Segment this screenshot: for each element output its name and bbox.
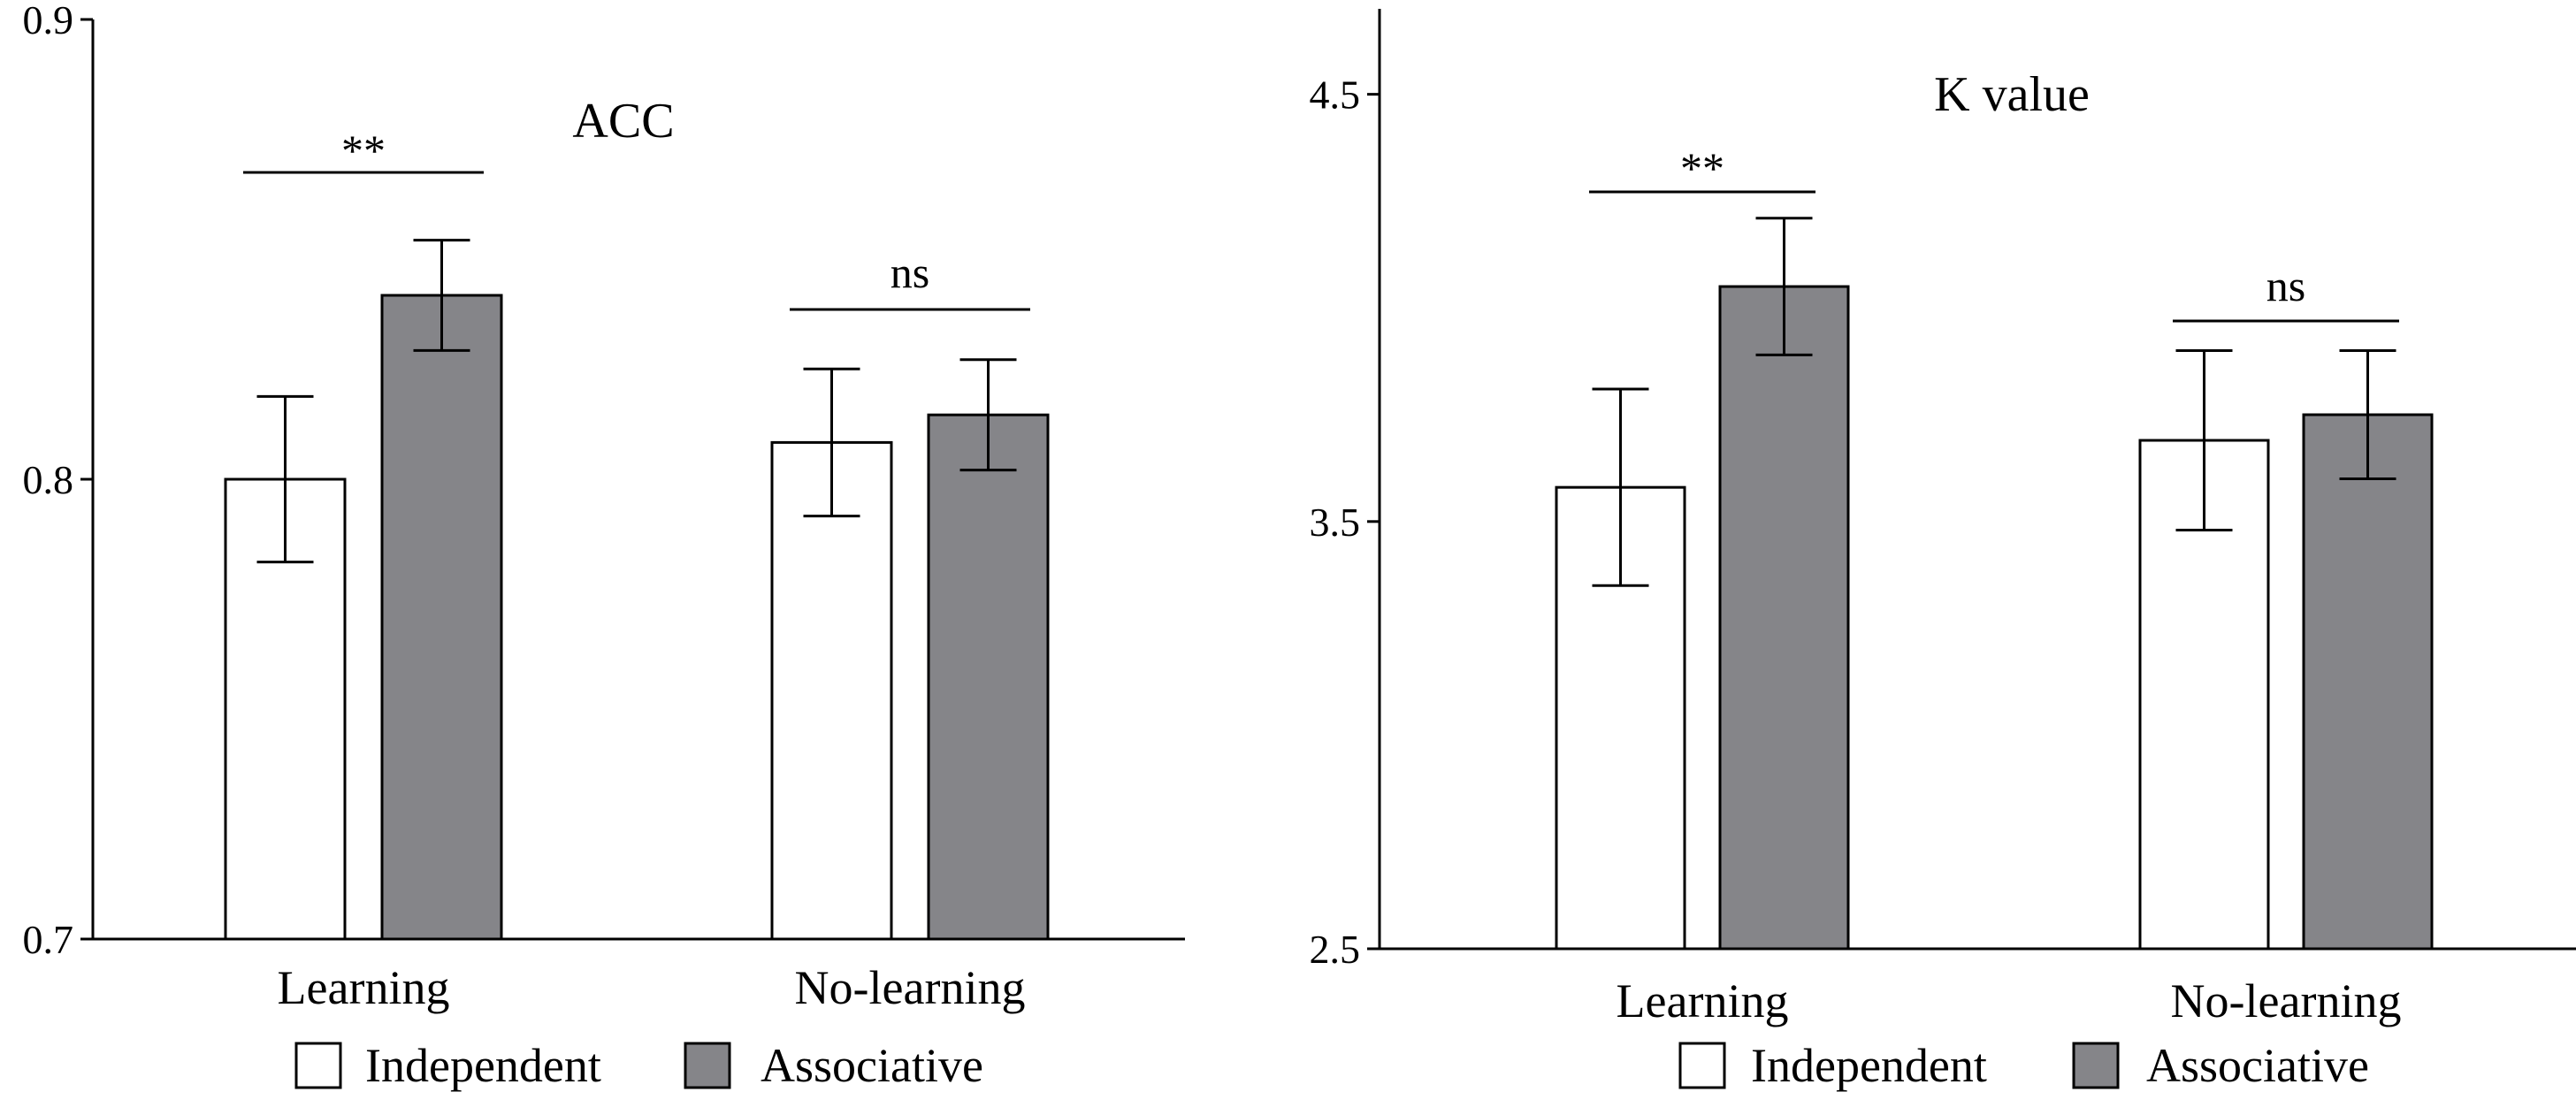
x-category-label: No-learning: [795, 961, 1026, 1014]
y-tick-label: 0.9: [23, 0, 74, 42]
error-bar: [959, 358, 1017, 472]
error-bar: [803, 367, 860, 518]
legend-swatch-independent: [294, 1042, 342, 1089]
y-tick-label: 3.5: [1310, 500, 1361, 545]
x-categories: Learning No-learning: [278, 961, 1026, 1014]
legend-swatch-associative: [684, 1042, 731, 1089]
bar-associative-learning: [1718, 285, 1850, 951]
significance-group: ** ns: [243, 126, 1030, 311]
x-categories: Learning No-learning: [1617, 974, 2402, 1027]
k-value-chart: K value ** ns 2.5 3.5 4.5 Learning No-learni…: [1310, 9, 2576, 1092]
y-tick-label: 0.7: [23, 917, 74, 962]
legend-label-associative: Associative: [2146, 1039, 2369, 1092]
legend-swatch-associative: [2072, 1042, 2120, 1089]
acc-chart: ACC ** ns 0.7 0.8 0.9 Learning No-learning I…: [23, 0, 1185, 1092]
significance-group: ** ns: [1589, 143, 2399, 323]
bars-group: [224, 239, 1050, 941]
error-bar: [413, 239, 470, 352]
bars-group: [1555, 217, 2434, 951]
legend-label-independent: Independent: [1751, 1039, 1987, 1092]
x-category-label: Learning: [1617, 974, 1789, 1027]
y-ticks: 0.7 0.8 0.9: [23, 0, 93, 962]
legend-label-associative: Associative: [761, 1039, 983, 1092]
chart-title: K value: [1934, 67, 2090, 122]
legend-swatch-independent: [1678, 1042, 1726, 1089]
legend-label-independent: Independent: [365, 1039, 601, 1092]
significance-label: **: [1680, 143, 1724, 193]
y-ticks: 2.5 3.5 4.5: [1310, 73, 1380, 972]
x-category-label: Learning: [278, 961, 450, 1014]
error-bar: [256, 394, 314, 564]
y-tick-label: 2.5: [1310, 927, 1361, 972]
significance-label: ns: [2266, 261, 2305, 310]
bar-associative-no-learning: [2302, 413, 2434, 951]
y-tick-label: 4.5: [1310, 73, 1361, 118]
error-bar: [2339, 349, 2396, 480]
legend: Independent Associative: [294, 1039, 983, 1092]
x-category-label: No-learning: [2171, 974, 2402, 1027]
legend: Independent Associative: [1678, 1039, 2369, 1092]
significance-label: **: [341, 126, 386, 175]
error-bar: [2175, 349, 2233, 531]
bar-independent-no-learning: [770, 440, 893, 941]
bar-associative-no-learning: [927, 413, 1050, 941]
error-bar: [1755, 217, 1813, 356]
error-bar: [1592, 387, 1649, 587]
significance-label: ns: [891, 248, 929, 297]
bar-associative-learning: [380, 294, 503, 941]
y-tick-label: 0.8: [23, 457, 74, 502]
chart-title: ACC: [572, 94, 674, 149]
